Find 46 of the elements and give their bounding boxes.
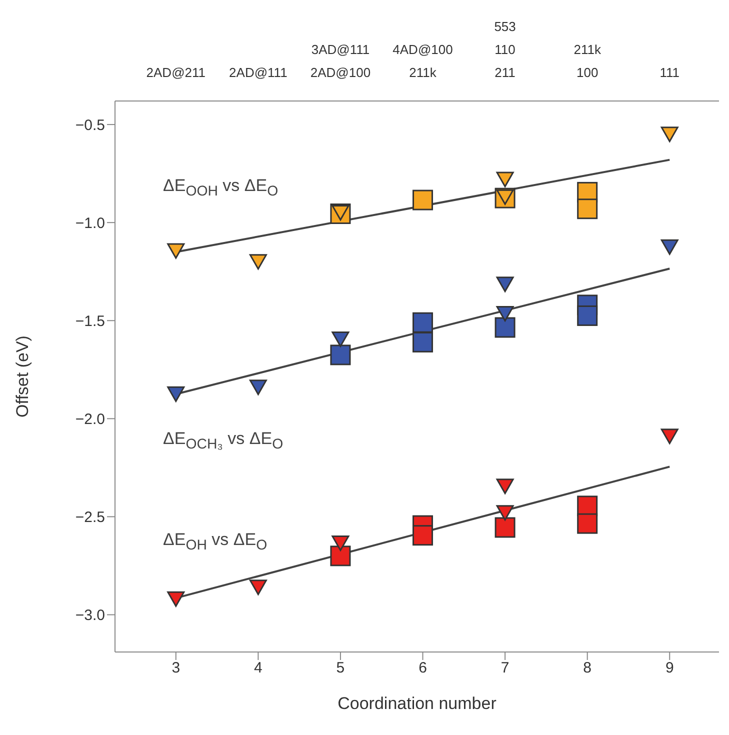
text: 2AD@211 <box>146 65 206 80</box>
point <box>496 276 514 292</box>
y-tick-label: −1.0 <box>75 214 105 232</box>
annotation: ΔE$_{OOH}$ vs ΔE$_{O}$ <box>163 176 278 200</box>
point <box>167 386 185 402</box>
y-axis-title: Offset (eV) <box>13 336 32 418</box>
x-tick-label: 4 <box>254 660 262 677</box>
point <box>660 126 678 142</box>
y-tick-label: −1.5 <box>75 312 105 330</box>
point <box>249 580 267 596</box>
x-tick-label: 3 <box>172 660 180 677</box>
annotation: ΔE$_{OCH₃}$ vs ΔE$_{O}$ <box>163 429 284 452</box>
point <box>660 428 678 444</box>
x-tick-label: 9 <box>665 660 674 677</box>
text: 553 110 211 <box>494 19 516 80</box>
point <box>167 243 185 259</box>
text: 3AD@111 2AD@100 <box>310 42 371 80</box>
x-axis-title: Coordination number <box>338 694 497 713</box>
text: 111 <box>660 65 680 80</box>
x-tick-label: 7 <box>500 660 510 677</box>
x-tick-label: 8 <box>583 660 592 677</box>
point <box>660 239 678 255</box>
point <box>496 306 514 322</box>
point <box>496 478 514 494</box>
point <box>330 546 351 566</box>
point <box>167 591 185 607</box>
x-tick-label: 6 <box>418 660 427 677</box>
text: 2AD@111 <box>229 65 288 80</box>
x-tick-label: 5 <box>336 660 345 677</box>
point <box>249 254 267 270</box>
point <box>249 380 267 396</box>
point <box>496 505 514 521</box>
point <box>494 517 516 538</box>
y-tick-label: −2.0 <box>75 410 105 428</box>
point <box>332 332 350 348</box>
point <box>412 525 434 546</box>
y-tick-label: −0.5 <box>75 116 105 134</box>
y-tick-label: −3.0 <box>75 607 105 624</box>
point <box>577 513 598 534</box>
point <box>496 189 514 205</box>
text: 211k 100 <box>574 42 602 80</box>
y-tick-label: −2.5 <box>75 509 105 526</box>
point <box>332 535 350 551</box>
text: 4AD@100 211k <box>392 42 453 80</box>
annotation: ΔE$_{OH}$ vs ΔE$_{O}$ <box>163 530 268 554</box>
point <box>496 172 514 188</box>
